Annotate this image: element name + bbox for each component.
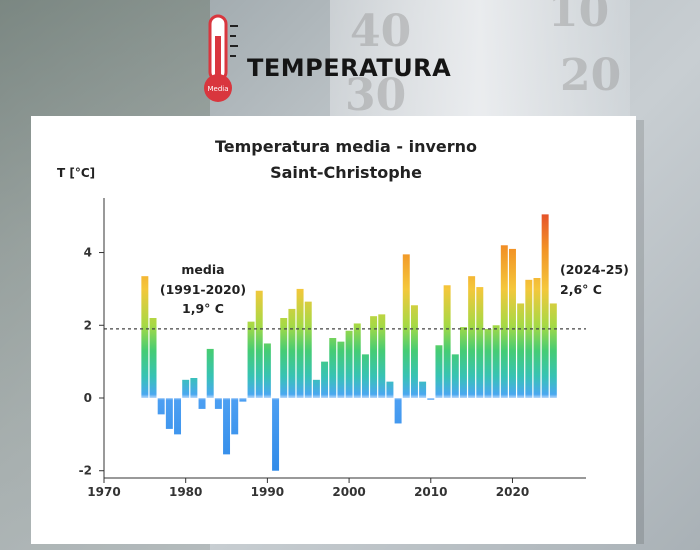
y-axis-label: T [°C] (57, 166, 95, 180)
panel-shadow (636, 120, 644, 544)
bar-2009 (419, 381, 427, 398)
y-tick-label: -2 (79, 464, 92, 478)
bar-1977 (157, 398, 165, 415)
bar-2005 (386, 381, 394, 398)
bar-1997 (321, 361, 329, 398)
y-tick-label: 4 (84, 246, 92, 260)
bar-2008 (410, 305, 418, 398)
thermometer-icon: Media (204, 14, 238, 102)
bar-1985 (223, 398, 231, 455)
bar-1986 (231, 398, 239, 435)
bar-2025 (549, 303, 557, 398)
last-value-annotation-line: (2024-25) (560, 262, 629, 277)
bar-1992 (280, 318, 288, 398)
bar-2015 (468, 276, 476, 398)
bar-1991 (272, 398, 280, 471)
bar-1995 (304, 301, 312, 398)
bar-1983 (206, 348, 214, 398)
bar-1982 (198, 398, 206, 409)
page-header: Media TEMPERATURA (200, 14, 500, 104)
temperature-chart: Temperatura media - inverno Saint-Christ… (57, 137, 629, 499)
bar-1999 (337, 341, 345, 398)
chart-title: Temperatura media - inverno (215, 137, 477, 156)
bar-2021 (517, 303, 525, 398)
bars-group (141, 214, 557, 471)
bar-2000 (345, 330, 353, 398)
annotations-group: media (1991-2020) 1,9° C (2024-25) 2,6° C (160, 262, 629, 316)
bar-1980 (182, 379, 190, 398)
x-tick-label: 1970 (87, 485, 120, 499)
bar-1975 (141, 276, 149, 398)
bar-2003 (370, 316, 378, 398)
bar-2004 (378, 314, 386, 398)
mean-annotation-line: media (181, 262, 224, 277)
background-thermometer (330, 0, 630, 120)
background-scale-number: 40 (350, 6, 412, 57)
bar-1988 (247, 321, 255, 398)
y-tick-label: 2 (84, 318, 92, 332)
chart-panel: Temperatura media - inverno Saint-Christ… (31, 116, 636, 544)
y-tick-label: 0 (84, 391, 92, 405)
axes-group: -2 0 2 4 1970 1980 1990 2000 2010 2020 (79, 198, 586, 499)
bar-1990 (263, 343, 271, 398)
mean-annotation-line: 1,9° C (182, 301, 224, 316)
bar-1976 (149, 318, 157, 398)
x-tick-label: 1990 (251, 485, 284, 499)
bar-1989 (255, 290, 263, 398)
background-scale-number: 10 (548, 0, 610, 37)
bar-2019 (500, 245, 508, 398)
bar-1979 (174, 398, 182, 435)
bar-2011 (435, 345, 443, 398)
bar-1998 (329, 338, 337, 398)
bar-1994 (296, 288, 304, 398)
bar-1996 (312, 379, 320, 398)
last-value-annotation-line: 2,6° C (560, 282, 602, 297)
bar-2012 (443, 285, 451, 398)
bar-2023 (533, 278, 541, 398)
bar-1993 (288, 308, 296, 398)
bar-1987 (239, 398, 247, 402)
bar-2016 (476, 287, 484, 398)
page-title: TEMPERATURA (247, 54, 452, 82)
bar-2001 (353, 323, 361, 398)
mean-annotation-line: (1991-2020) (160, 282, 246, 297)
bar-2020 (508, 248, 516, 398)
thermometer-label: Media (207, 85, 228, 93)
x-tick-label: 2020 (496, 485, 529, 499)
bar-2010 (427, 398, 435, 400)
bar-1978 (165, 398, 173, 429)
x-tick-label: 1980 (169, 485, 202, 499)
bar-2007 (402, 254, 410, 398)
bar-2013 (451, 354, 459, 398)
bar-2002 (361, 354, 369, 398)
x-tick-label: 2010 (414, 485, 447, 499)
chart-subtitle: Saint-Christophe (270, 163, 422, 182)
bar-2006 (394, 398, 402, 424)
bar-2014 (459, 327, 467, 398)
bar-1984 (214, 398, 222, 409)
bar-2024 (541, 214, 549, 398)
bar-2022 (525, 279, 533, 398)
bar-2017 (484, 328, 492, 398)
background-scale-number: 20 (560, 50, 622, 101)
bar-1981 (190, 378, 198, 398)
x-tick-label: 2000 (332, 485, 365, 499)
bar-2018 (492, 325, 500, 398)
background-scale-number: 30 (345, 70, 407, 121)
